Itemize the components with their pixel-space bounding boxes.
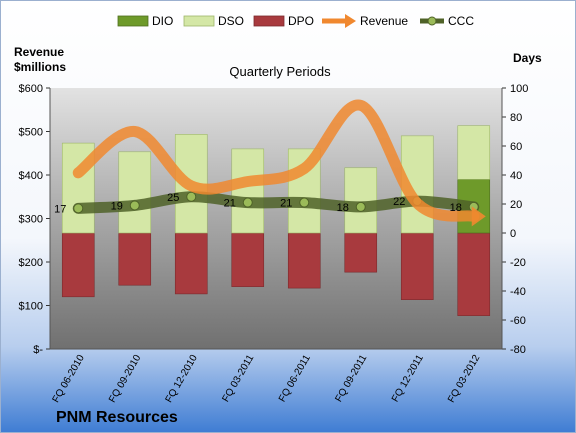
legend-swatch-dpo: [253, 15, 285, 27]
right-tick-label: 40: [510, 170, 522, 182]
left-axis-label-line2: $millions: [14, 60, 66, 74]
left-axis-label-line1: Revenue: [14, 45, 64, 59]
dpo-bar: [344, 232, 378, 273]
left-tick-label: $200: [19, 257, 43, 269]
dpo-bar: [174, 232, 208, 295]
left-tick-label: $600: [19, 83, 43, 95]
left-tick-label: $400: [19, 170, 43, 182]
dso-bar: [344, 167, 378, 234]
dpo-bar: [61, 232, 95, 298]
legend: DIO DSO DPO Revenue CCC: [117, 14, 474, 28]
right-tick-label: 20: [510, 199, 522, 211]
left-tick-label: $500: [19, 127, 43, 139]
ccc-marker: [299, 197, 310, 208]
left-tick-label: $100: [19, 301, 43, 313]
ccc-data-label: 18: [450, 202, 462, 214]
legend-label-dso: DSO: [218, 14, 244, 28]
ccc-data-label: 18: [337, 202, 349, 214]
left-tick-label: $300: [19, 214, 43, 226]
right-tick-label: 80: [510, 112, 522, 124]
right-tick-label: -60: [510, 315, 526, 327]
legend-label-dio: DIO: [152, 14, 173, 28]
legend-swatch-dso: [183, 15, 215, 27]
right-tick-label: 100: [510, 83, 528, 95]
dso-bar: [118, 151, 152, 234]
legend-arrow-revenue: [345, 14, 356, 28]
right-tick-label: -80: [510, 344, 526, 356]
right-tick-label: -40: [510, 286, 526, 298]
ccc-data-label: 17: [54, 203, 66, 215]
dso-bar: [231, 148, 265, 234]
ccc-data-label: 21: [224, 198, 236, 210]
dpo-bar: [118, 232, 152, 286]
dso-bar: [457, 125, 491, 180]
ccc-marker: [242, 197, 253, 208]
ccc-marker: [186, 191, 197, 202]
ccc-data-label: 22: [393, 196, 405, 208]
dpo-bar: [400, 232, 434, 300]
dpo-bar: [457, 232, 491, 316]
company-name: PNM Resources: [56, 409, 178, 426]
right-tick-label: 0: [510, 228, 516, 240]
legend-label-dpo: DPO: [288, 14, 314, 28]
right-tick-label: 60: [510, 141, 522, 153]
ccc-data-label: 25: [167, 192, 179, 204]
ccc-data-label: 19: [111, 200, 123, 212]
ccc-marker: [73, 203, 84, 214]
legend-label-revenue: Revenue: [360, 14, 408, 28]
legend-swatch-dio: [117, 15, 149, 27]
left-tick-label: $-: [33, 344, 43, 356]
right-axis-label: Days: [513, 51, 542, 65]
revenue-arrowhead: [471, 206, 486, 227]
legend-marker-ccc: [427, 16, 437, 26]
legend-label-ccc: CCC: [448, 14, 474, 28]
ccc-marker: [355, 201, 366, 212]
lines-layer: 17 19 25 21 21 18 22 18: [54, 99, 486, 227]
dpo-bar: [231, 232, 265, 287]
ccc-data-label: 21: [280, 198, 292, 210]
ccc-marker: [129, 200, 140, 211]
dpo-bar: [287, 232, 321, 289]
right-tick-label: -20: [510, 257, 526, 269]
revenue-line: [72, 99, 480, 222]
chart-title: Quarterly Periods: [229, 64, 331, 79]
